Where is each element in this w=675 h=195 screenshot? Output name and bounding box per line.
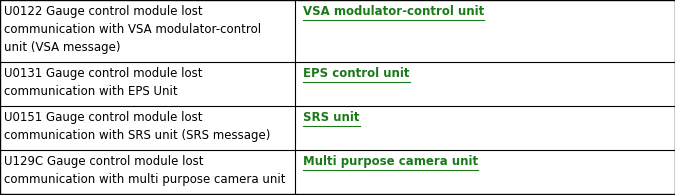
Text: VSA modulator-control unit: VSA modulator-control unit [303, 5, 484, 18]
Text: U0131 Gauge control module lost
communication with EPS Unit: U0131 Gauge control module lost communic… [4, 67, 202, 98]
Text: U129C Gauge control module lost
communication with multi purpose camera unit: U129C Gauge control module lost communic… [4, 155, 286, 186]
Text: EPS control unit: EPS control unit [303, 67, 410, 80]
Text: U0151 Gauge control module lost
communication with SRS unit (SRS message): U0151 Gauge control module lost communic… [4, 111, 271, 142]
Text: SRS unit: SRS unit [303, 111, 360, 124]
Text: U0122 Gauge control module lost
communication with VSA modulator-control
unit (V: U0122 Gauge control module lost communic… [4, 5, 261, 54]
Text: Multi purpose camera unit: Multi purpose camera unit [303, 155, 478, 168]
